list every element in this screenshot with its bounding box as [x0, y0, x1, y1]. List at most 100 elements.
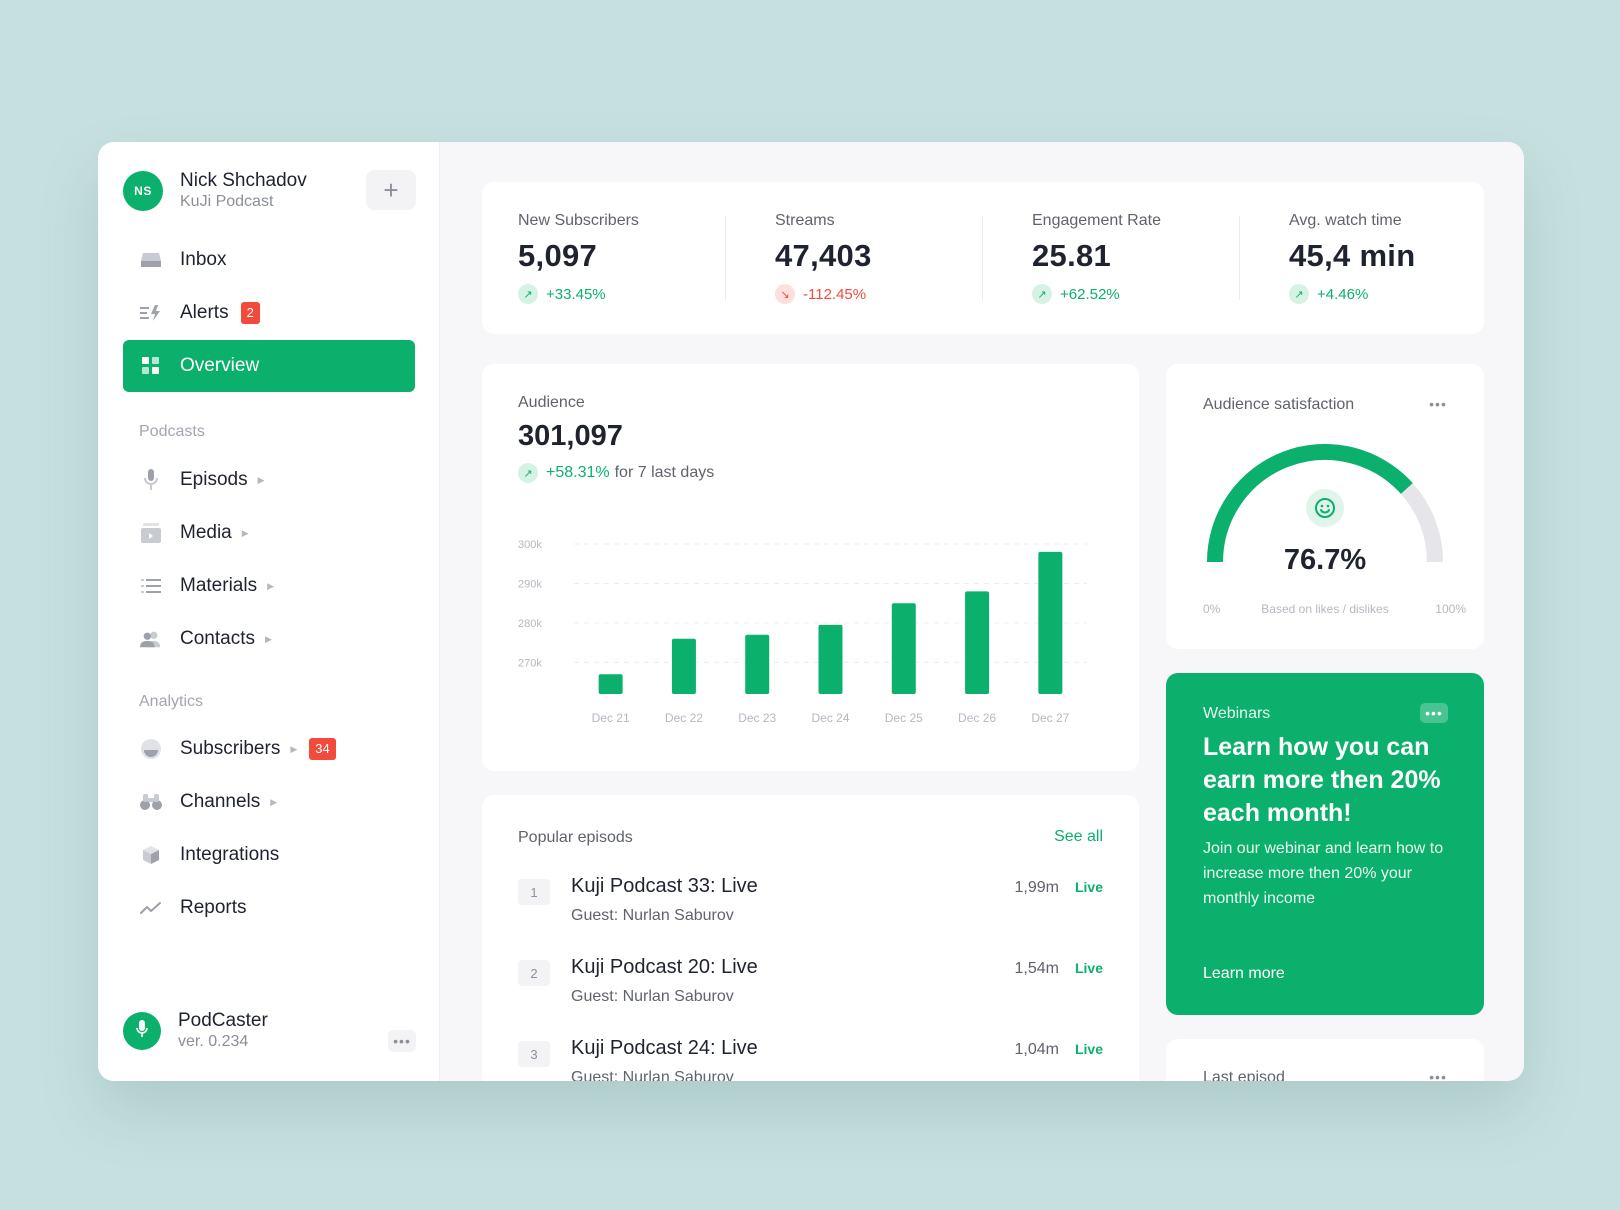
sidebar-item-label: Integrations — [180, 844, 280, 865]
sidebar-item-label: Overview — [180, 355, 260, 376]
workspace-name: KuJi Podcast — [180, 193, 274, 210]
episode-row[interactable]: 3 Kuji Podcast 24: Live Guest: Nurlan Sa… — [518, 1037, 1103, 1081]
divider — [982, 216, 983, 300]
nav-top: Inbox Alerts 2 Overview — [123, 234, 415, 392]
section-label-podcasts: Podcasts — [139, 423, 205, 440]
episode-plays: 1,54m — [1014, 960, 1059, 977]
add-button[interactable]: + — [366, 170, 416, 210]
bar[interactable] — [818, 624, 843, 694]
stat-value: 5,097 — [518, 238, 598, 273]
episode-row[interactable]: 1 Kuji Podcast 33: Live Guest: Nurlan Sa… — [518, 875, 1103, 945]
satisfaction-gauge — [1207, 444, 1443, 563]
arrow-up-right-icon: ↗ — [518, 463, 538, 483]
satisfaction-more-button[interactable]: ••• — [1429, 396, 1447, 412]
gauge-max-label: 100% — [1435, 602, 1466, 616]
stat-avg-watch-time: Avg. watch time 45,4 min ↗ +4.46% — [1289, 212, 1509, 304]
episode-title[interactable]: Kuji Podcast 24: Live — [571, 1037, 758, 1059]
arrow-up-right-icon: ↗ — [1032, 284, 1052, 304]
satisfaction-card: Audience satisfaction ••• 76.7% 0% Based… — [1166, 364, 1484, 649]
stat-value: 45,4 min — [1289, 238, 1416, 273]
episode-status: Live — [1074, 1041, 1103, 1057]
stat-change-value: +4.46% — [1317, 285, 1369, 303]
arrow-up-right-icon: ↗ — [518, 284, 538, 304]
audience-change: ↗ +58.31% for 7 last days — [518, 463, 714, 483]
sidebar-item-materials[interactable]: Materials ▶ — [123, 560, 415, 612]
audience-title: Audience — [518, 394, 585, 411]
arrow-up-right-icon: ↗ — [1289, 284, 1309, 304]
x-tick-label: Dec 22 — [665, 711, 703, 725]
stat-change: ↗ +62.52% — [1032, 284, 1252, 304]
bar[interactable] — [1038, 551, 1063, 694]
last-episode-title: Last episod — [1203, 1069, 1285, 1081]
sidebar-item-overview[interactable]: Overview — [123, 340, 415, 392]
media-icon — [140, 522, 162, 544]
sidebar-item-label: Contacts — [180, 628, 255, 649]
x-tick-label: Dec 25 — [885, 711, 923, 725]
sidebar-item-label: Subscribers — [180, 738, 281, 759]
gauge-fill — [1207, 444, 1413, 563]
episode-rank: 3 — [518, 1041, 550, 1067]
bar[interactable] — [745, 634, 770, 694]
sidebar-item-reports[interactable]: Reports — [123, 882, 415, 934]
nav-podcasts: Episods ▶ Media ▶ Materials ▶ — [123, 454, 415, 665]
app-info: PodCaster ver. 0.234 — [123, 1010, 268, 1052]
sidebar-item-subscribers[interactable]: Subscribers ▶ 34 — [123, 723, 415, 775]
episode-title[interactable]: Kuji Podcast 20: Live — [571, 956, 758, 978]
sidebar: NS Nick Shchadov KuJi Podcast + Inbox Al… — [98, 142, 440, 1081]
webinar-label: Webinars — [1203, 705, 1271, 722]
webinar-more-button[interactable]: ••• — [1420, 703, 1448, 723]
list-icon — [140, 575, 162, 597]
user-profile[interactable]: NS Nick Shchadov KuJi Podcast — [123, 170, 307, 212]
bar[interactable] — [891, 603, 916, 694]
sidebar-item-label: Reports — [180, 897, 247, 918]
sidebar-item-integrations[interactable]: Integrations — [123, 829, 415, 881]
y-tick-label: 280k — [518, 618, 542, 630]
episode-title[interactable]: Kuji Podcast 33: Live — [571, 875, 758, 897]
gauge-caption: Based on likes / dislikes — [1261, 602, 1389, 616]
chevron-right-icon: ▶ — [267, 580, 274, 591]
dashboard-window: NS Nick Shchadov KuJi Podcast + Inbox Al… — [98, 142, 1524, 1081]
sidebar-item-inbox[interactable]: Inbox — [123, 234, 415, 286]
mic-icon — [140, 469, 162, 491]
last-episode-more-button[interactable]: ••• — [1429, 1069, 1447, 1081]
inbox-icon — [140, 249, 162, 271]
bar[interactable] — [671, 638, 696, 694]
webinar-title: Learn how you can earn more then 20% eac… — [1203, 733, 1441, 827]
sidebar-item-episods[interactable]: Episods ▶ — [123, 454, 415, 506]
sidebar-item-label: Episods — [180, 469, 248, 490]
y-tick-label: 270k — [518, 657, 542, 669]
stat-label: Engagement Rate — [1032, 212, 1161, 229]
episode-plays: 1,04m — [1014, 1041, 1059, 1058]
stat-change: ↗ +4.46% — [1289, 284, 1509, 304]
webinar-card: Webinars Learn how you can earn more the… — [1166, 673, 1484, 1015]
alerts-icon — [140, 302, 162, 324]
chevron-right-icon: ▶ — [264, 633, 272, 644]
chevron-right-icon: ▶ — [290, 743, 298, 754]
episode-guest: Guest: Nurlan Saburov — [571, 988, 734, 1005]
learn-more-link[interactable]: Learn more — [1203, 965, 1285, 982]
app-version: ver. 0.234 — [178, 1033, 249, 1050]
stat-streams: Streams 47,403 ↘ -112.45% — [775, 212, 995, 304]
see-all-link[interactable]: See all — [1054, 828, 1103, 845]
avatar[interactable]: NS — [123, 171, 163, 211]
episode-row[interactable]: 2 Kuji Podcast 20: Live Guest: Nurlan Sa… — [518, 956, 1103, 1026]
episode-guest: Guest: Nurlan Saburov — [571, 1069, 734, 1081]
sidebar-item-channels[interactable]: Channels ▶ — [123, 776, 415, 828]
sidebar-item-media[interactable]: Media ▶ — [123, 507, 415, 559]
sidebar-item-label: Alerts — [180, 302, 229, 323]
smile-icon — [1306, 489, 1344, 527]
sidebar-item-alerts[interactable]: Alerts 2 — [123, 287, 415, 339]
section-label-analytics: Analytics — [139, 693, 204, 710]
bar[interactable] — [598, 674, 623, 694]
stat-label: New Subscribers — [518, 212, 639, 229]
sidebar-item-label: Media — [180, 522, 232, 543]
x-tick-label: Dec 21 — [592, 711, 630, 725]
bar[interactable] — [965, 591, 990, 694]
audience-value: 301,097 — [518, 420, 623, 452]
app-menu-button[interactable]: ••• — [388, 1030, 416, 1052]
audience-card: Audience 301,097 ↗ +58.31% for 7 last da… — [482, 364, 1139, 771]
stat-value: 25.81 — [1032, 238, 1112, 273]
x-tick-label: Dec 23 — [738, 711, 776, 725]
sidebar-item-contacts[interactable]: Contacts ▶ — [123, 613, 415, 665]
stat-change: ↗ +33.45% — [518, 284, 738, 304]
